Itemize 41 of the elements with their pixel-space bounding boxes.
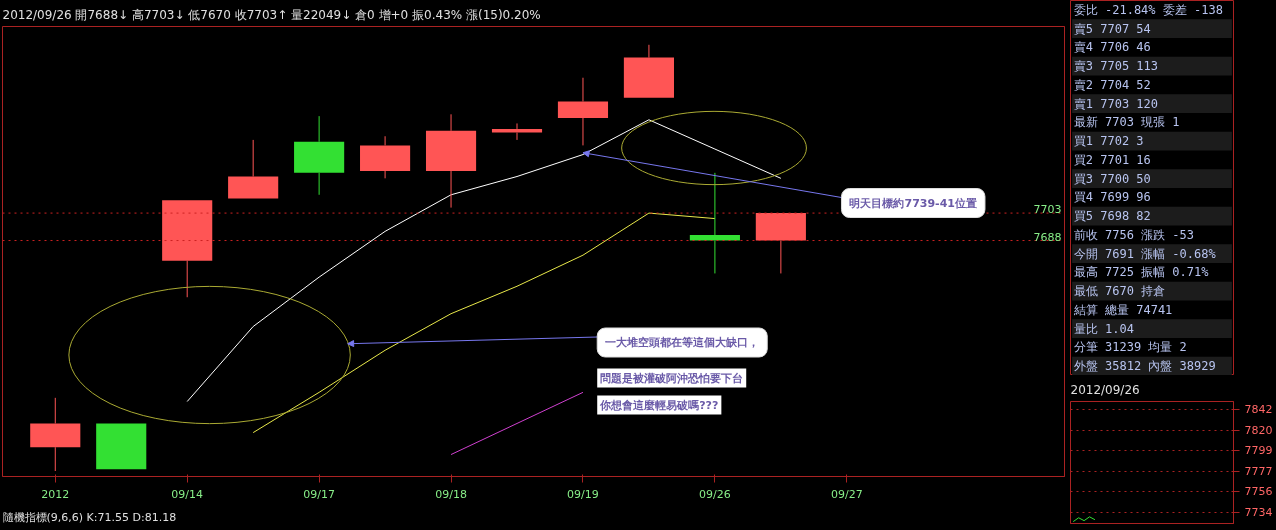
text: 分筆 31239 均量 2 — [1073, 340, 1187, 355]
text: 最低 7670 持倉 — [1073, 284, 1166, 299]
text: 最新 7703 現張 1 — [1073, 115, 1180, 130]
text: 今開 7691 漲幅 -0.68% — [1073, 246, 1217, 261]
x-tick-label: 09/19 — [567, 487, 599, 501]
y-tick-label: 7756 — [1244, 485, 1273, 499]
text: 最高 7725 振幅 0.71% — [1073, 265, 1210, 280]
text: 隨機指標(9,6,6) K:71.55 D:81.18 — [2, 510, 177, 524]
text: 賣5 7707 54 — [1073, 21, 1151, 36]
text: 委比 -21.84% 委差 -138 — [1073, 2, 1223, 17]
x-tick-label: 09/27 — [830, 487, 863, 501]
ref-line-label: 7703 — [1033, 203, 1062, 217]
text: 買2 7701 16 — [1073, 152, 1151, 167]
y-tick-label: 7777 — [1244, 465, 1273, 479]
text: 賣3 7705 113 — [1073, 59, 1159, 74]
x-tick-label: 09/14 — [171, 487, 204, 501]
text: 前收 7756 漲跌 -53 — [1073, 227, 1195, 242]
text: 賣2 7704 52 — [1073, 77, 1151, 92]
text: 問題是被灌破阿沖恐怕要下台你想會這麼輕易破嗎??? — [600, 371, 744, 412]
y-tick-label: 7799 — [1244, 444, 1273, 458]
text: 買5 7698 82 — [1073, 209, 1151, 224]
ref-line-label: 7688 — [1033, 230, 1062, 244]
x-tick-label: 09/18 — [435, 487, 467, 501]
text: 賣1 7703 120 — [1073, 96, 1159, 111]
annotation: 明天目標約7739-41位置 — [849, 196, 977, 210]
x-tick-label: 09/26 — [699, 487, 731, 501]
y-tick-label: 7842 — [1244, 403, 1273, 417]
text: 買1 7702 3 — [1073, 134, 1144, 149]
chart-title: 2012/09/26 開7688↓ 高7703↓ 低7670 收7703↑ 量22049↓ 倉0 增+0 振0.43% 漲(15)0.20% — [2, 7, 541, 22]
y-tick-label: 7820 — [1244, 424, 1273, 438]
text: 量比 1.04 — [1073, 321, 1134, 336]
x-tick-label: 2012 — [41, 487, 70, 501]
x-tick-label: 09/17 — [303, 487, 335, 501]
text: 賣4 7706 46 — [1073, 40, 1151, 55]
text: 買4 7699 96 — [1073, 190, 1151, 205]
text: 買3 7700 50 — [1073, 171, 1151, 186]
chart-title: 2012/09/26 — [1070, 382, 1140, 397]
text: 外盤 35812 內盤 38929 — [1073, 359, 1216, 374]
annotation: 一大堆空頭都在等這個大缺口， — [605, 336, 760, 349]
y-tick-label: 7734 — [1244, 506, 1273, 520]
text: 結算 總量 74741 — [1072, 302, 1173, 317]
